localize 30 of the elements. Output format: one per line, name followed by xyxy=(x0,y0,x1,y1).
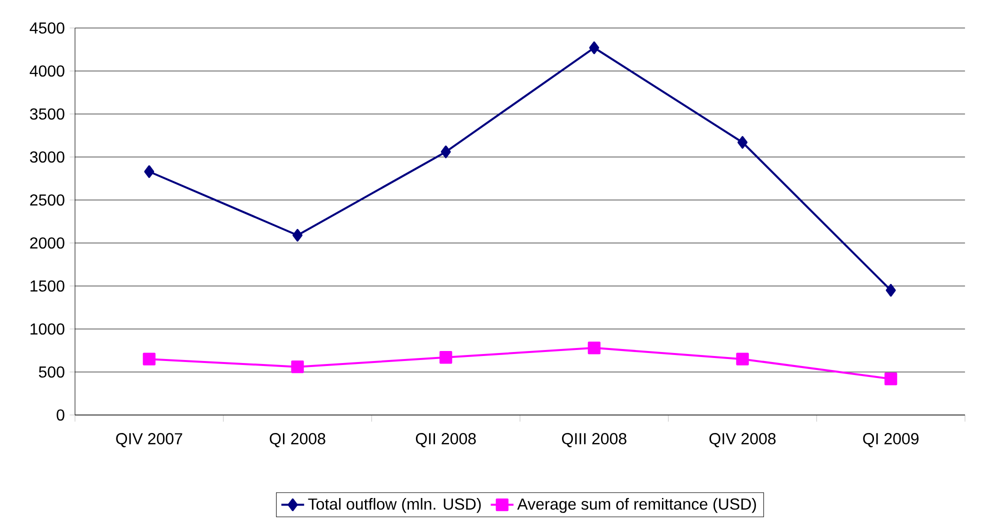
point xyxy=(440,351,452,364)
point xyxy=(142,352,156,366)
y-tick-label: 2000 xyxy=(30,237,64,249)
x-tick-label: QI 2009 xyxy=(863,433,919,448)
x-tick-label: QI 2008 xyxy=(270,433,326,448)
y-tick-label: 4000 xyxy=(30,65,64,77)
y-tick-label: 3000 xyxy=(30,151,64,163)
point xyxy=(588,342,600,354)
point xyxy=(291,360,304,374)
x-tick-label: QIV 2007 xyxy=(116,433,182,448)
x-tick-label: QII 2008 xyxy=(416,433,476,448)
point xyxy=(292,228,303,242)
y-tick-label: 1500 xyxy=(30,280,64,292)
point xyxy=(884,372,898,386)
point xyxy=(144,165,154,178)
y-tick-label: 500 xyxy=(38,366,64,378)
y-tick-label: 0 xyxy=(56,409,64,421)
y-tick-label: 3500 xyxy=(30,108,64,120)
point xyxy=(886,284,896,297)
y-tick-label: 1000 xyxy=(30,323,64,335)
legend-label: Average sum of remittance (USD) xyxy=(517,498,756,513)
x-tick-label: QIV 2008 xyxy=(709,433,776,448)
x-tick-label: QIII 2008 xyxy=(562,433,626,448)
y-tick-label: 4500 xyxy=(30,22,64,34)
point xyxy=(589,41,600,54)
y-tick-label: 2500 xyxy=(30,194,64,206)
point xyxy=(738,136,748,149)
point xyxy=(736,352,749,366)
legend-label: Total outflow (mln. USD) xyxy=(308,498,481,513)
point xyxy=(440,146,451,158)
